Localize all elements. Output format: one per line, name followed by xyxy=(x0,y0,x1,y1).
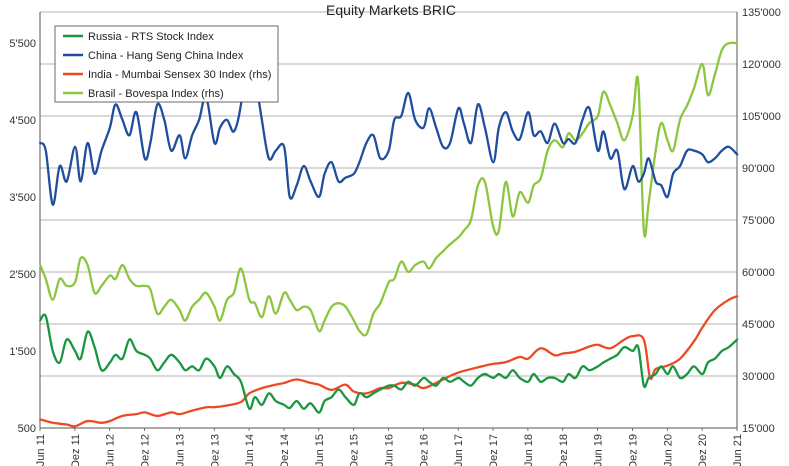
right-tick-label: 60'000 xyxy=(742,267,775,279)
x-tick-label: Jun 21 xyxy=(732,434,744,466)
x-tick-label: Jun 20 xyxy=(662,434,674,466)
left-tick-label: 4'500 xyxy=(9,115,36,127)
x-tick-label: Dez 17 xyxy=(488,434,500,466)
right-tick-label: 15'000 xyxy=(742,423,775,435)
brasil-series-line xyxy=(39,41,739,337)
left-tick-label: 5'500 xyxy=(9,38,36,50)
x-tick-label: Dez 14 xyxy=(279,434,291,466)
x-tick-label: Jun 12 xyxy=(105,434,117,466)
left-tick-label: 2'500 xyxy=(9,269,36,281)
legend-label-brasil: Brasil - Bovespa Index (rhs) xyxy=(88,88,224,100)
x-tick-label: Jun 11 xyxy=(35,434,47,466)
chart-title: Equity Markets BRIC xyxy=(326,2,456,18)
x-tick-label: Jun 19 xyxy=(593,434,605,466)
right-tick-label: 30'000 xyxy=(742,371,775,383)
right-tick-label: 105'000 xyxy=(742,111,781,123)
left-tick-label: 500 xyxy=(18,423,36,435)
legend-label-china: China - Hang Seng China Index xyxy=(88,50,244,62)
x-tick-label: Dez 16 xyxy=(418,434,430,466)
china-series-line xyxy=(39,33,739,206)
x-tick-label: Dez 15 xyxy=(349,434,361,466)
x-tick-label: Jun 14 xyxy=(244,434,256,466)
legend-label-russia: Russia - RTS Stock Index xyxy=(88,31,214,43)
series-layer xyxy=(39,33,739,428)
x-tick-label: Dez 19 xyxy=(627,434,639,466)
x-tick-label: Dez 18 xyxy=(558,434,570,466)
x-tick-label: Dez 11 xyxy=(70,434,82,466)
x-tick-label: Jun 18 xyxy=(523,434,535,466)
right-tick-label: 90'000 xyxy=(742,163,775,175)
legend-label-india: India - Mumbai Sensex 30 Index (rhs) xyxy=(88,69,271,81)
right-tick-label: 75'000 xyxy=(742,215,775,227)
left-tick-label: 1'500 xyxy=(9,346,36,358)
left-tick-label: 3'500 xyxy=(9,192,36,204)
india-series-line xyxy=(39,295,739,428)
legend-box xyxy=(54,25,279,103)
right-tick-label: 120'000 xyxy=(742,59,781,71)
axis-layer: 500 1'500 2'500 3'500 4'500 5'500 15'000 30'000… xyxy=(9,7,780,466)
x-tick-label: Jun 17 xyxy=(453,434,465,466)
right-tick-label: 135'000 xyxy=(742,7,781,19)
grid-layer xyxy=(40,11,737,429)
legend: Russia - RTS Stock Index China - Hang Se… xyxy=(54,25,279,103)
x-tick-label: Jun 15 xyxy=(314,434,326,466)
russia-series-line xyxy=(39,313,739,414)
right-tick-label: 45'000 xyxy=(742,319,775,331)
x-tick-label: Dez 20 xyxy=(697,434,709,466)
x-tick-label: Dez 12 xyxy=(140,434,152,466)
x-tick-label: Jun 16 xyxy=(384,434,396,466)
x-tick-label: Jun 13 xyxy=(174,434,186,466)
x-tick-label: Dez 13 xyxy=(209,434,221,466)
